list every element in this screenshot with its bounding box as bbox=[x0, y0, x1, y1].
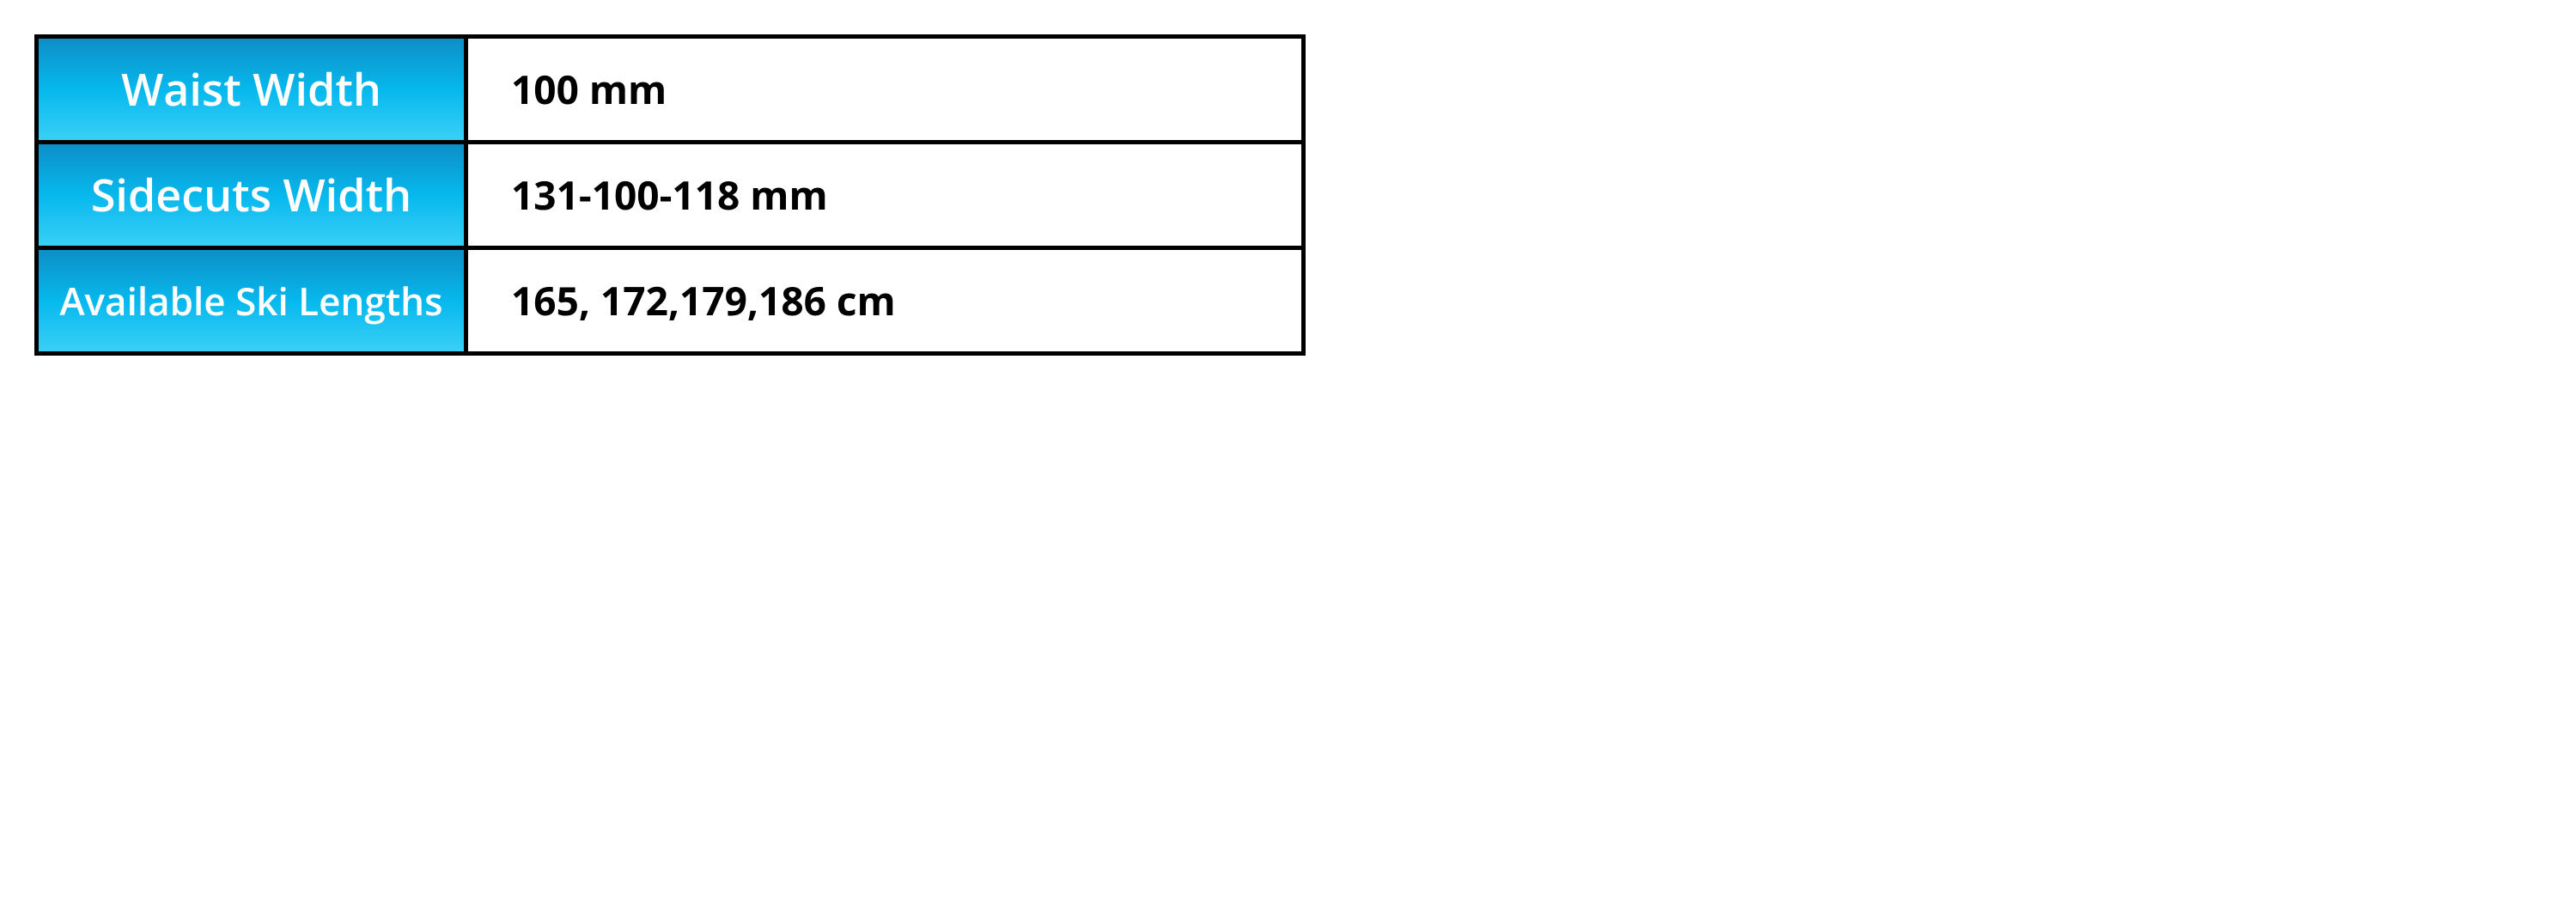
table-row: Sidecuts Width 131-100-118 mm bbox=[39, 144, 1301, 250]
table-row: Available Ski Lengths 165, 172,179,186 c… bbox=[39, 250, 1301, 351]
row-label-sidecuts: Sidecuts Width bbox=[39, 144, 468, 246]
row-value-waist: 100 mm bbox=[468, 39, 1301, 140]
spec-table: Waist Width 100 mm Sidecuts Width 131-10… bbox=[34, 34, 1306, 356]
row-label-lengths: Available Ski Lengths bbox=[39, 250, 468, 351]
row-label-waist: Waist Width bbox=[39, 39, 468, 140]
table-row: Waist Width 100 mm bbox=[39, 39, 1301, 144]
row-value-sidecuts: 131-100-118 mm bbox=[468, 144, 1301, 246]
row-value-lengths: 165, 172,179,186 cm bbox=[468, 250, 1301, 351]
